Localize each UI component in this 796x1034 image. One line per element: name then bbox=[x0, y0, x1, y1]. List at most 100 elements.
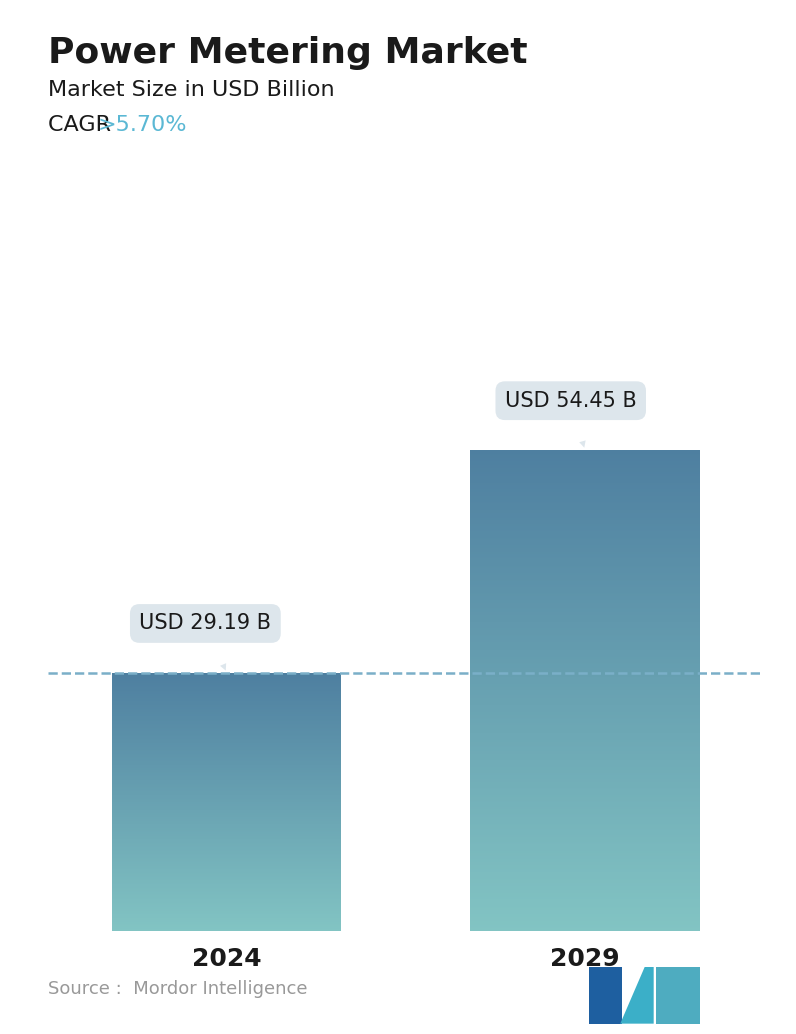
Bar bbox=[470, 732, 700, 734]
Bar bbox=[470, 794, 700, 795]
Bar bbox=[470, 533, 700, 534]
Bar bbox=[470, 511, 700, 512]
Bar bbox=[470, 520, 700, 521]
Bar bbox=[470, 491, 700, 492]
Bar bbox=[470, 485, 700, 486]
Bar bbox=[470, 481, 700, 482]
Bar bbox=[470, 764, 700, 765]
Bar bbox=[470, 568, 700, 570]
Bar bbox=[470, 660, 700, 661]
Bar bbox=[470, 915, 700, 916]
Bar bbox=[470, 461, 700, 462]
Bar bbox=[470, 581, 700, 582]
Bar bbox=[470, 574, 700, 575]
Bar bbox=[470, 671, 700, 672]
Bar bbox=[470, 901, 700, 902]
Bar bbox=[470, 780, 700, 781]
Bar bbox=[470, 746, 700, 747]
Bar bbox=[470, 701, 700, 702]
Bar bbox=[470, 801, 700, 802]
Bar bbox=[470, 765, 700, 766]
Bar bbox=[470, 505, 700, 506]
Bar bbox=[470, 821, 700, 823]
Bar bbox=[470, 622, 700, 624]
Bar bbox=[470, 730, 700, 731]
Bar bbox=[470, 920, 700, 921]
Bar bbox=[470, 922, 700, 923]
Bar bbox=[470, 562, 700, 564]
Bar bbox=[470, 736, 700, 737]
Bar bbox=[470, 653, 700, 655]
Bar bbox=[470, 615, 700, 616]
Bar bbox=[470, 844, 700, 846]
Bar bbox=[470, 454, 700, 455]
Bar bbox=[470, 557, 700, 558]
Polygon shape bbox=[589, 967, 622, 1024]
Bar bbox=[470, 476, 700, 477]
Bar bbox=[470, 757, 700, 758]
Bar bbox=[470, 498, 700, 499]
Bar bbox=[470, 874, 700, 876]
Bar bbox=[470, 512, 700, 513]
Bar bbox=[470, 582, 700, 583]
Bar bbox=[470, 777, 700, 779]
Bar bbox=[470, 537, 700, 538]
Bar bbox=[470, 698, 700, 699]
Bar bbox=[470, 602, 700, 603]
Bar bbox=[470, 850, 700, 851]
Bar bbox=[470, 826, 700, 827]
Bar bbox=[470, 564, 700, 565]
Bar bbox=[470, 871, 700, 872]
Bar bbox=[470, 892, 700, 893]
Bar bbox=[470, 628, 700, 630]
Bar bbox=[470, 791, 700, 792]
Bar bbox=[470, 917, 700, 918]
Bar bbox=[470, 741, 700, 742]
Bar bbox=[470, 677, 700, 678]
Bar bbox=[470, 662, 700, 663]
Bar bbox=[470, 558, 700, 559]
Bar bbox=[470, 644, 700, 645]
Bar bbox=[470, 766, 700, 767]
Bar bbox=[470, 658, 700, 660]
Bar bbox=[470, 772, 700, 773]
Bar bbox=[470, 739, 700, 741]
Bar bbox=[470, 625, 700, 626]
Bar bbox=[470, 479, 700, 481]
Bar bbox=[470, 611, 700, 612]
Polygon shape bbox=[620, 967, 654, 1024]
Bar bbox=[470, 798, 700, 799]
Bar bbox=[470, 903, 700, 904]
Bar bbox=[470, 603, 700, 604]
Bar bbox=[470, 709, 700, 711]
Text: Power Metering Market: Power Metering Market bbox=[48, 36, 528, 70]
Bar bbox=[470, 571, 700, 572]
Bar bbox=[470, 526, 700, 527]
Bar bbox=[470, 781, 700, 782]
Bar bbox=[470, 509, 700, 511]
Bar bbox=[470, 753, 700, 754]
Bar bbox=[470, 716, 700, 717]
Bar bbox=[470, 833, 700, 834]
Bar bbox=[470, 827, 700, 828]
Bar bbox=[470, 514, 700, 515]
Bar bbox=[470, 774, 700, 776]
Bar bbox=[470, 458, 700, 459]
Bar bbox=[470, 923, 700, 924]
Bar bbox=[470, 484, 700, 485]
Bar bbox=[470, 819, 700, 820]
Bar bbox=[470, 754, 700, 755]
Bar bbox=[470, 829, 700, 831]
Polygon shape bbox=[656, 967, 700, 1024]
Bar bbox=[470, 469, 700, 470]
Bar bbox=[470, 551, 700, 552]
Bar bbox=[470, 608, 700, 609]
Bar bbox=[470, 809, 700, 810]
Bar bbox=[470, 843, 700, 844]
Bar bbox=[470, 864, 700, 865]
Bar bbox=[470, 768, 700, 769]
Bar bbox=[470, 724, 700, 725]
Bar bbox=[470, 771, 700, 772]
Bar bbox=[470, 876, 700, 877]
Bar bbox=[470, 468, 700, 469]
